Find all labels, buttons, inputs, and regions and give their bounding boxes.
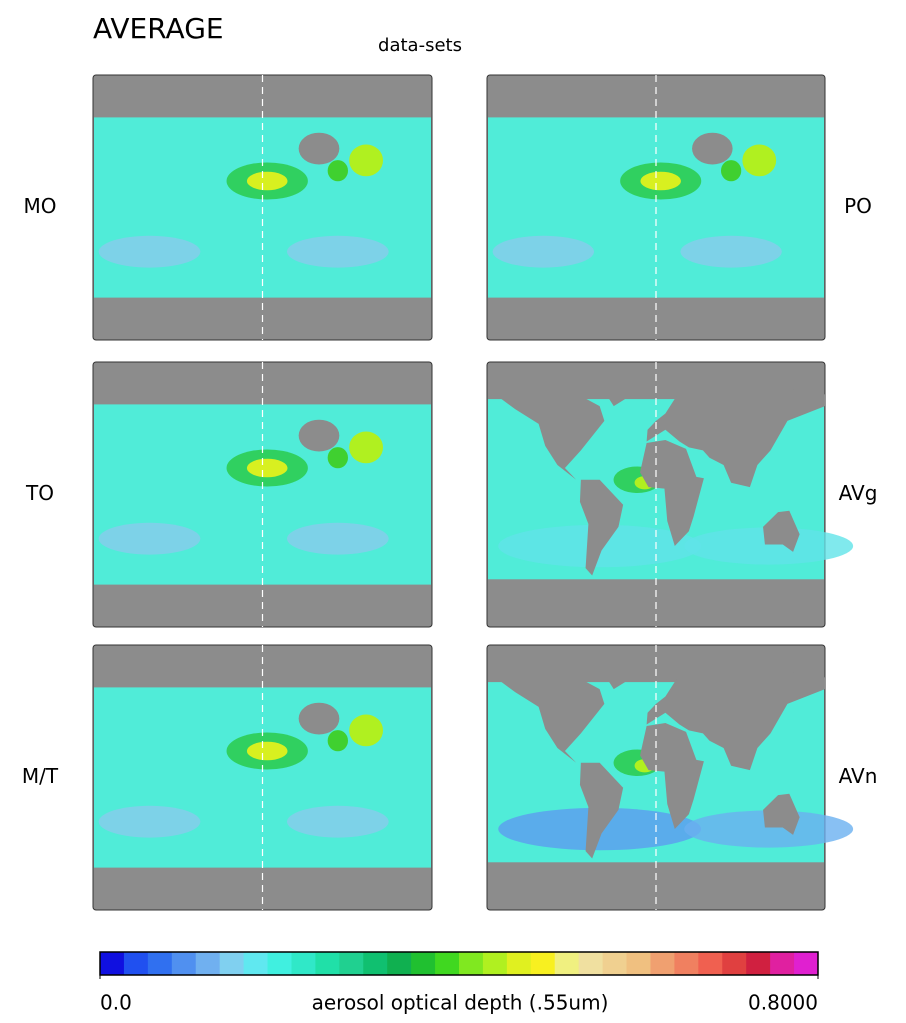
map-panel — [487, 75, 825, 340]
asia-plume — [349, 144, 383, 176]
colorbar-swatch — [124, 952, 148, 975]
panel-label: AVg — [839, 481, 878, 505]
colorbar-swatch — [291, 952, 315, 975]
dust-core — [640, 172, 681, 191]
colorbar-swatch — [339, 952, 363, 975]
colorbar-swatch — [172, 952, 196, 975]
colorbar-swatch — [579, 952, 603, 975]
low-aerosol — [493, 236, 594, 268]
colorbar-swatch — [100, 952, 124, 975]
colorbar-swatch — [483, 952, 507, 975]
colorbar-swatch — [555, 952, 579, 975]
asia-plume — [349, 431, 383, 463]
panel-label: MO — [24, 194, 57, 218]
map-panel — [93, 362, 432, 627]
panel-label: TO — [25, 481, 54, 505]
colorbar-swatch — [363, 952, 387, 975]
figure: AVERAGE data-sets aerosol optical depth … — [0, 0, 906, 1023]
dust-core — [247, 742, 288, 761]
colorbar-swatch — [196, 952, 220, 975]
desert-gap — [299, 420, 340, 452]
colorbar-swatch — [746, 952, 770, 975]
asia-plume — [349, 714, 383, 746]
india-plume — [721, 160, 741, 181]
desert-gap — [299, 703, 340, 735]
colorbar-swatch — [794, 952, 818, 975]
panel-label: M/T — [22, 764, 59, 788]
colorbar-swatch — [531, 952, 555, 975]
colorbar-tick-label: 0.8000 — [748, 991, 818, 1015]
india-plume — [328, 730, 348, 751]
low-aerosol — [99, 236, 201, 268]
low-aerosol — [680, 236, 781, 268]
desert-gap — [692, 133, 733, 165]
dust-core — [247, 459, 288, 478]
colorbar-swatch — [722, 952, 746, 975]
colorbar-swatch — [650, 952, 674, 975]
colorbar-swatch — [507, 952, 531, 975]
colorbar-swatch — [698, 952, 722, 975]
colorbar-swatch — [411, 952, 435, 975]
low-aerosol — [287, 523, 389, 555]
colorbar-swatch — [435, 952, 459, 975]
map-panel — [487, 645, 853, 910]
colorbar-swatch — [674, 952, 698, 975]
low-aerosol — [287, 236, 389, 268]
low-aerosol — [99, 523, 201, 555]
colorbar-swatch — [244, 952, 268, 975]
india-plume — [328, 160, 348, 181]
colorbar-label: aerosol optical depth (.55um) — [312, 991, 609, 1015]
asia-plume — [742, 144, 776, 176]
map-panel — [487, 362, 853, 627]
panel-label: PO — [844, 194, 872, 218]
colorbar-swatch — [770, 952, 794, 975]
colorbar-swatch — [220, 952, 244, 975]
desert-gap — [299, 133, 340, 165]
low-aerosol — [287, 806, 389, 838]
panel-label: AVn — [839, 764, 878, 788]
figure-title: AVERAGE — [93, 12, 224, 45]
colorbar-swatch — [459, 952, 483, 975]
colorbar-swatch — [387, 952, 411, 975]
low-aerosol — [99, 806, 201, 838]
map-panel — [93, 75, 432, 340]
colorbar-swatch — [315, 952, 339, 975]
india-plume — [328, 447, 348, 468]
colorbar-swatch — [268, 952, 292, 975]
dust-core — [247, 172, 288, 191]
colorbar-swatch — [603, 952, 627, 975]
colorbar-tick-label: 0.0 — [100, 991, 132, 1015]
map-panel — [93, 645, 432, 910]
figure-subtitle: data-sets — [378, 35, 462, 56]
colorbar-swatch — [627, 952, 651, 975]
colorbar-swatch — [148, 952, 172, 975]
